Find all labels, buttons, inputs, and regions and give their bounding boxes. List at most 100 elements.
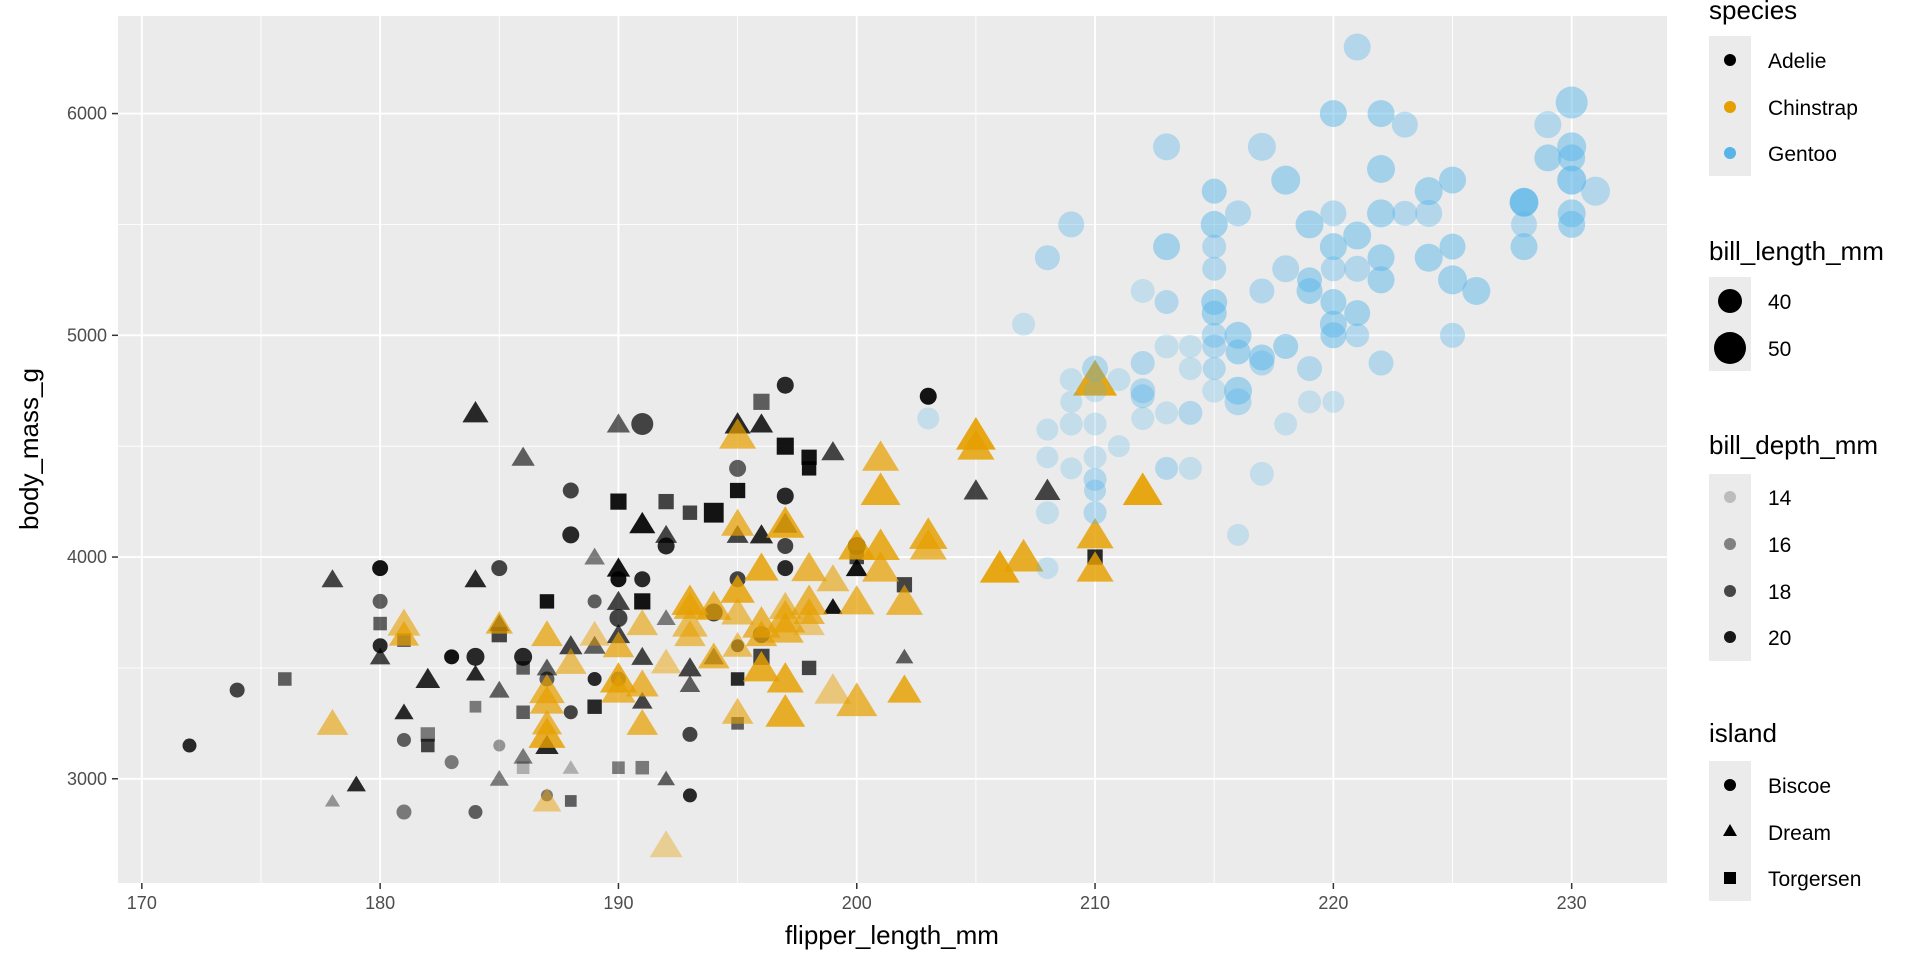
gentoo-point xyxy=(1557,199,1586,228)
gentoo-point xyxy=(1154,334,1179,359)
adelie-point xyxy=(489,770,509,786)
chinstrap-point xyxy=(722,631,753,657)
gentoo-point xyxy=(1320,289,1347,316)
adelie-point xyxy=(777,537,794,554)
gentoo-point xyxy=(917,407,940,430)
adelie-point xyxy=(682,505,698,520)
adelie-point xyxy=(559,635,583,655)
adelie-point xyxy=(229,682,245,698)
adelie-point xyxy=(629,511,656,534)
legend-label-dream: Dream xyxy=(1768,822,1831,845)
adelie-point xyxy=(657,537,675,555)
panel-background xyxy=(118,16,1667,883)
chinstrap-point xyxy=(791,551,827,582)
adelie-point xyxy=(493,739,506,752)
gentoo-point xyxy=(1439,233,1466,260)
gentoo-point xyxy=(1319,233,1347,261)
chinstrap-point xyxy=(649,830,683,858)
gentoo-point xyxy=(1083,412,1107,436)
x-tick-label: 230 xyxy=(1557,893,1587,913)
y-tick-label: 4000 xyxy=(67,547,107,567)
gentoo-point xyxy=(1178,400,1203,425)
adelie-point xyxy=(631,691,653,709)
chinstrap-point xyxy=(674,620,706,647)
gentoo-point xyxy=(1083,379,1107,403)
gentoo-point xyxy=(1439,166,1467,194)
adelie-point xyxy=(606,590,631,610)
gentoo-point xyxy=(1202,357,1226,381)
adelie-point xyxy=(610,493,627,510)
gentoo-point xyxy=(1083,445,1107,469)
chinstrap-point xyxy=(626,609,659,636)
chinstrap-point xyxy=(554,647,587,674)
gentoo-point xyxy=(1153,233,1181,261)
adelie-point xyxy=(895,648,914,664)
adelie-point xyxy=(729,482,746,499)
gentoo-point xyxy=(1224,321,1252,349)
legend-key-chinstrap xyxy=(1724,101,1736,113)
adelie-point xyxy=(372,638,388,654)
gentoo-point xyxy=(1059,412,1083,436)
legend-label-biscoe: Biscoe xyxy=(1768,775,1831,798)
adelie-point xyxy=(562,482,579,499)
chinstrap-point xyxy=(909,529,947,560)
chinstrap-point xyxy=(838,529,876,560)
gentoo-point xyxy=(1083,467,1107,491)
legend-bill-depth: bill_depth_mm 14 16 18 20 xyxy=(1709,430,1878,661)
adelie-point xyxy=(469,700,482,713)
y-tick-label: 6000 xyxy=(67,104,107,124)
legend-label-adelie: Adelie xyxy=(1768,50,1826,73)
legend-label-bill-depth-16: 16 xyxy=(1768,534,1791,557)
adelie-point xyxy=(587,699,602,714)
chinstrap-point xyxy=(719,418,757,449)
gentoo-point xyxy=(1462,276,1491,305)
gentoo-point xyxy=(1202,256,1227,281)
adelie-point xyxy=(540,789,553,802)
gentoo-point xyxy=(1012,312,1036,336)
legend-bill-depth-keys-bg xyxy=(1709,474,1751,661)
gentoo-point xyxy=(1130,378,1156,404)
adelie-point xyxy=(464,569,487,588)
chinstrap-point xyxy=(528,717,566,748)
adelie-point xyxy=(583,635,606,654)
chinstrap-point xyxy=(625,669,659,697)
gentoo-point xyxy=(1201,300,1227,326)
gentoo-point xyxy=(1295,210,1324,239)
adelie-point xyxy=(777,560,794,577)
adelie-point xyxy=(631,413,654,435)
gentoo-point xyxy=(1178,334,1202,358)
gentoo-point xyxy=(1201,289,1228,316)
adelie-point xyxy=(729,459,747,477)
adelie-point xyxy=(514,647,533,666)
adelie-point xyxy=(821,441,845,461)
gentoo-point xyxy=(1178,456,1202,480)
adelie-point xyxy=(562,760,580,774)
chinstrap-point xyxy=(766,662,804,693)
adelie-point xyxy=(609,609,628,628)
gentoo-point xyxy=(1320,200,1347,227)
gentoo-point xyxy=(1367,244,1395,272)
legend-key-bill-depth-18 xyxy=(1724,585,1736,597)
adelie-point xyxy=(678,657,702,677)
x-tick-label: 180 xyxy=(365,893,395,913)
gentoo-point xyxy=(1249,350,1275,376)
adelie-point xyxy=(278,672,292,686)
y-axis-title: body_mass_g xyxy=(14,368,44,530)
gentoo-point xyxy=(1130,278,1155,303)
gentoo-point xyxy=(1107,368,1131,392)
adelie-point xyxy=(516,761,530,774)
adelie-point xyxy=(420,727,435,742)
adelie-point xyxy=(372,593,388,609)
adelie-point xyxy=(801,660,817,676)
legend-key-dream xyxy=(1723,824,1737,836)
gentoo-point xyxy=(1036,446,1059,469)
adelie-point xyxy=(563,705,578,720)
legend-key-bill-depth-14 xyxy=(1724,491,1736,503)
chinstrap-point xyxy=(1076,517,1114,549)
gentoo-point xyxy=(1082,355,1109,382)
gentoo-point xyxy=(1227,523,1250,546)
chinstrap-point xyxy=(862,551,900,582)
gentoo-point xyxy=(1510,188,1539,217)
gentoo-point xyxy=(1534,111,1562,139)
